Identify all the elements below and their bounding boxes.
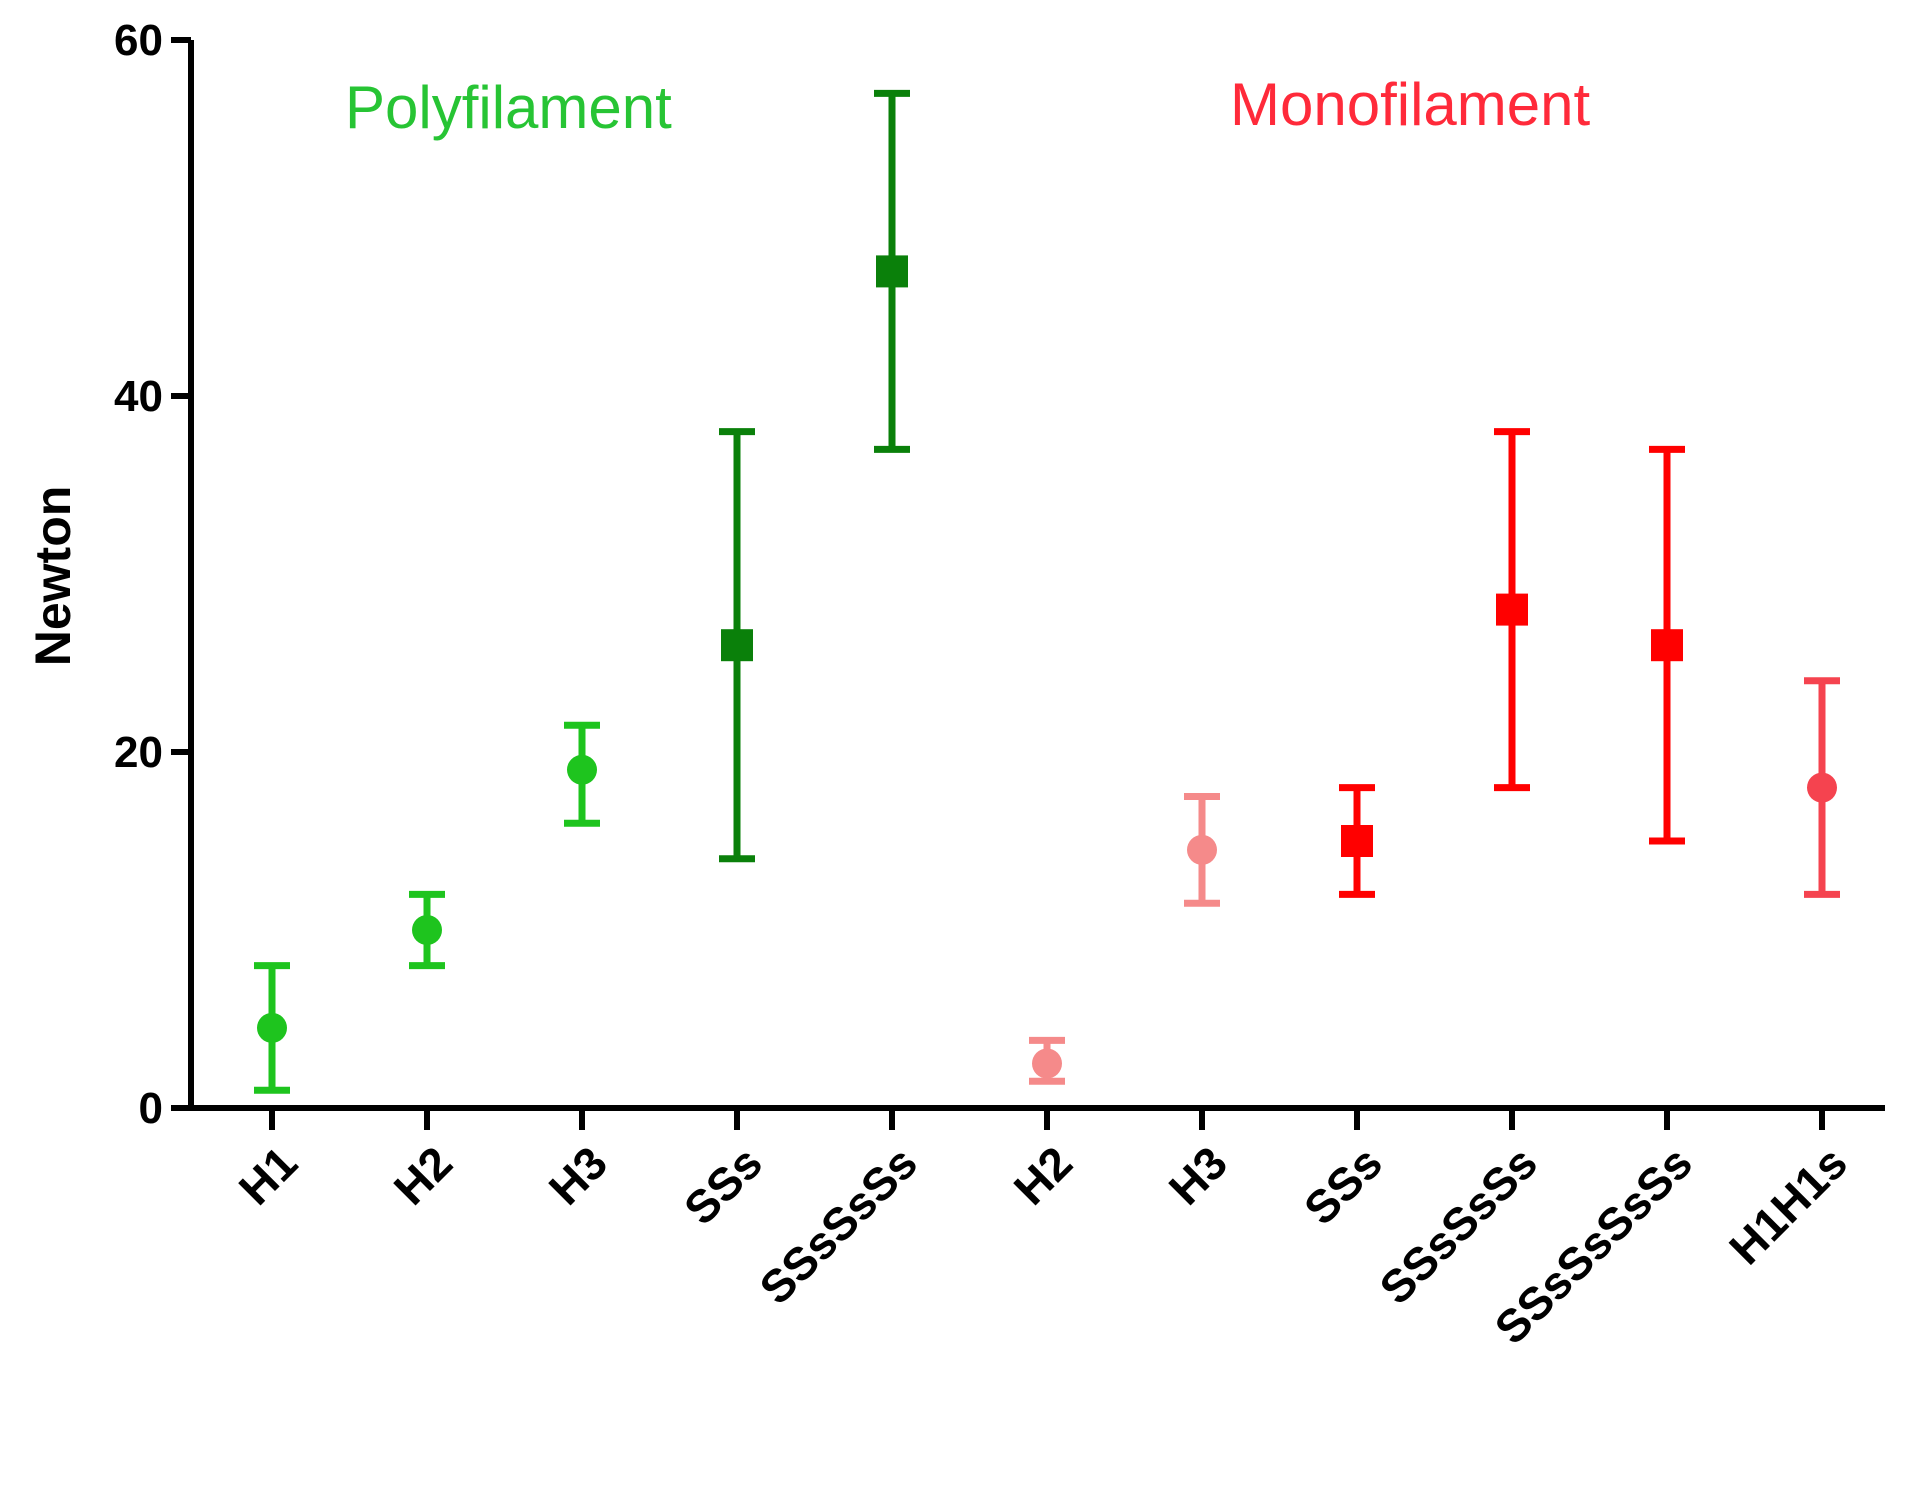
data-point-group <box>1804 677 1840 898</box>
data-point-group <box>1029 1036 1065 1085</box>
y-axis-title: Newton <box>25 486 81 667</box>
group-label-polyfilament: Polyfilament <box>345 74 672 141</box>
mean-marker-circle <box>567 754 597 785</box>
y-ticks: 0 20 40 60 <box>114 16 191 1133</box>
mean-marker-square <box>1496 593 1528 626</box>
data-points <box>254 89 1840 1094</box>
data-point-group <box>719 428 755 863</box>
mean-marker-circle <box>1807 772 1837 803</box>
mean-marker-square <box>721 629 753 662</box>
x-tick-label: H1H1s <box>1719 1136 1857 1274</box>
data-point-group <box>1184 793 1220 907</box>
axes <box>188 40 1885 1111</box>
y-tick-label: 60 <box>114 16 163 65</box>
x-tick-label: SSsSsSs <box>749 1136 927 1314</box>
y-tick-label: 20 <box>114 728 163 777</box>
mean-marker-square <box>1341 825 1373 857</box>
mean-marker-circle <box>1187 834 1217 865</box>
x-tick-label: H3 <box>539 1136 617 1214</box>
group-label-monofilament: Monofilament <box>1230 71 1591 138</box>
data-point-group <box>1649 445 1685 845</box>
x-tick-label: H2 <box>1004 1136 1082 1214</box>
mean-marker-square <box>1651 629 1683 662</box>
mean-marker-circle <box>1032 1048 1062 1079</box>
data-point-group <box>1494 428 1530 792</box>
data-point-group <box>1339 784 1375 898</box>
mean-marker-circle <box>257 1012 287 1043</box>
y-tick-label: 40 <box>114 372 163 421</box>
data-point-group <box>254 962 290 1094</box>
mean-marker-square <box>876 255 908 288</box>
x-tick-label: H3 <box>1159 1136 1237 1214</box>
y-tick-label: 0 <box>139 1084 163 1133</box>
x-tick-label: SSs <box>674 1136 772 1234</box>
data-point-group <box>564 721 600 827</box>
mean-marker-circle <box>412 915 442 945</box>
data-point-group <box>874 89 910 453</box>
x-tick-label: H1 <box>229 1136 307 1214</box>
x-tick-label: H2 <box>384 1136 462 1214</box>
data-point-group <box>409 890 445 970</box>
x-tick-label: SSs <box>1294 1136 1392 1234</box>
